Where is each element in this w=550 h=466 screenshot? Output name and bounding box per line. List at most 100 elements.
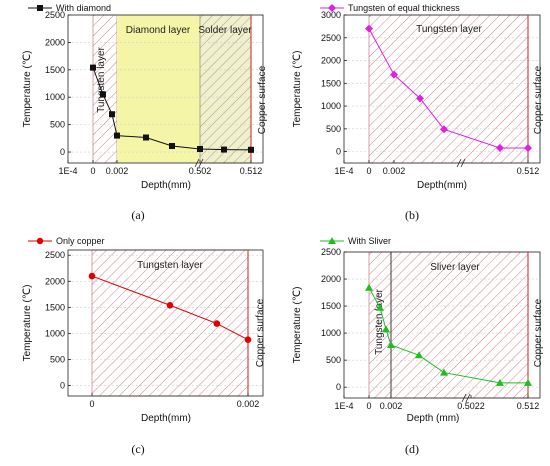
legend: Tungsten of equal thickness: [320, 3, 460, 13]
y-tick-label: 2500: [321, 247, 341, 257]
data-point: [365, 24, 373, 33]
x-axis-title: Depth(mm): [417, 180, 467, 191]
data-point: [88, 272, 96, 280]
data-point: [415, 351, 423, 359]
data-point: [496, 143, 504, 152]
x-tick-label: 0.002: [237, 399, 260, 409]
data-point: [387, 341, 395, 349]
y-tick-label: 0: [60, 147, 65, 157]
panel-caption: (a): [131, 208, 144, 222]
y-tick-label: 2500: [321, 33, 341, 43]
x-tick-label: 0.512: [517, 166, 540, 176]
data-point: [244, 336, 252, 343]
zone-sliver-layer: [390, 251, 529, 399]
data-point: [496, 378, 504, 386]
zone-tungsten-layer: [368, 14, 529, 164]
y-tick-label: 1000: [45, 328, 65, 338]
y-axis-title: Temperature (℃): [22, 285, 33, 362]
y-tick-label: 2000: [45, 276, 65, 286]
data-point: [221, 146, 227, 153]
x-axis-title: Depth(mm): [141, 180, 191, 191]
data-point: [416, 94, 424, 103]
data-point: [365, 283, 373, 291]
y-axis-title: Temperature (℃): [22, 51, 33, 128]
y-tick-label: 0: [60, 381, 65, 391]
zone-tungsten-layer: [91, 249, 249, 397]
y-tick-label: 1500: [321, 301, 341, 311]
y-tick-label: 1000: [45, 92, 65, 102]
x-tick-label: 0.5022: [457, 401, 485, 411]
chart-panel-d: Sliver layer Tungsten layer Copper surfa…: [292, 236, 544, 456]
y-axis-title: Temperature (℃): [292, 287, 303, 364]
axis-break-mark: [461, 393, 471, 403]
legend-entry: With Sliver: [348, 236, 391, 246]
data-point: [213, 320, 221, 327]
zone-label-diamond-layer: Diamond layer: [126, 25, 191, 36]
x-tick-label: 0.002: [383, 166, 406, 176]
data-point: [197, 146, 203, 153]
x-tick-label: 0: [366, 166, 371, 176]
x-tick-label: 0.502: [189, 166, 212, 176]
zone-label-tungsten-layer: Tungsten layer: [137, 260, 203, 271]
y-tick-label: 500: [50, 355, 65, 365]
legend: Only copper: [28, 236, 105, 246]
y-tick-label: 2500: [45, 10, 65, 20]
x-tick-label: 0.512: [240, 166, 263, 176]
x-tick-label: 1E-4: [334, 401, 353, 411]
chart-panel-a: Diamond layer Solder layer Tungsten laye…: [22, 3, 268, 222]
zone-label-sliver-layer: Sliver layer: [430, 262, 480, 273]
y-tick-label: 3000: [321, 10, 341, 20]
y-tick-label: 1500: [45, 65, 65, 75]
data-point: [440, 368, 448, 376]
legend: With diamond: [28, 3, 111, 13]
zone-label-copper-surface: Copper surface: [257, 65, 268, 134]
y-axis-title: Temperature (℃): [292, 51, 303, 128]
y-tick-label: 0: [336, 382, 341, 392]
data-point: [524, 143, 532, 152]
zone-label-copper-surface: Copper surface: [533, 298, 544, 367]
chart-panel-b: Tungsten layer Copper surface 0 500 1000 15…: [292, 3, 544, 222]
legend-marker: [36, 237, 44, 245]
zone-label-tungsten-layer: Tungsten layer: [416, 24, 482, 35]
panel-caption: (b): [405, 208, 419, 222]
y-tick-label: 2000: [321, 56, 341, 66]
data-point: [100, 91, 106, 98]
zone-label-tungsten-layer: Tungsten layer: [374, 288, 385, 354]
x-tick-label: 0: [89, 399, 94, 409]
zone-label-solder-layer: Solder layer: [198, 25, 252, 36]
y-tick-label: 500: [326, 355, 341, 365]
x-axis-title: Depth (mm): [407, 413, 460, 424]
legend-entry: Only copper: [56, 236, 105, 246]
data-point: [166, 301, 174, 309]
x-axis-title: Depth(mm): [141, 413, 191, 424]
axis-break-mark: [456, 158, 466, 168]
x-tick-label: 1E-4: [58, 166, 77, 176]
data-point: [376, 303, 384, 311]
data-point: [382, 325, 390, 333]
y-tick-label: 1500: [321, 78, 341, 88]
data-point: [440, 125, 448, 134]
legend-marker: [328, 237, 336, 244]
zone-label-copper-surface: Copper surface: [533, 65, 544, 134]
y-tick-label: 500: [326, 124, 341, 134]
zone-tungsten-layer: [92, 14, 118, 164]
panel-caption: (c): [131, 442, 144, 456]
chart-panel-c: Tungsten layer Copper surface 0 500 1000 15…: [22, 236, 266, 456]
series-line: [368, 287, 528, 384]
x-tick-label: 0: [366, 401, 371, 411]
series-line: [91, 275, 249, 341]
y-tick-label: 0: [336, 147, 341, 157]
x-tick-label: 1E-4: [334, 166, 353, 176]
x-tick-label: 0: [90, 166, 95, 176]
x-tick-label: 0.002: [106, 166, 129, 176]
data-point: [169, 143, 175, 150]
y-tick-label: 1500: [45, 302, 65, 312]
data-point: [143, 134, 149, 141]
y-tick-label: 2000: [45, 37, 65, 47]
y-tick-label: 1000: [321, 101, 341, 111]
data-point: [109, 111, 115, 118]
y-tick-label: 1000: [321, 328, 341, 338]
zone-label-tungsten-layer: Tungsten layer: [96, 46, 107, 112]
data-point: [114, 132, 120, 139]
